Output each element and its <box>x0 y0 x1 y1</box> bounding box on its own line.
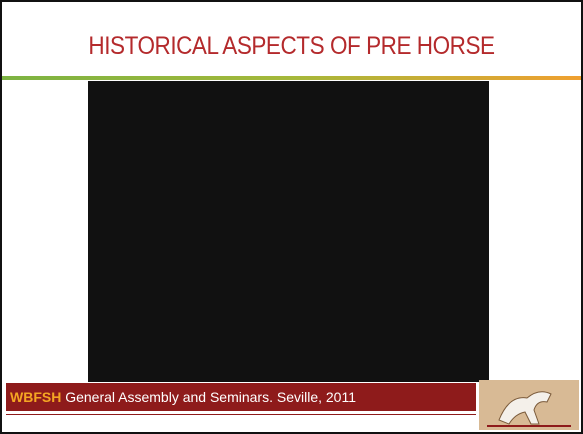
footer-line <box>6 414 476 415</box>
footer-organization: WBFSH <box>10 389 61 405</box>
title-rule <box>2 76 581 80</box>
footer-bar: WBFSH General Assembly and Seminars. Sev… <box>6 383 476 411</box>
horse-logo <box>479 380 579 430</box>
footer-text: General Assembly and Seminars. Seville, … <box>65 389 356 405</box>
slide-title: HISTORICAL ASPECTS OF PRE HORSE <box>31 32 552 61</box>
video-frame <box>88 81 489 382</box>
slide: HISTORICAL ASPECTS OF PRE HORSE WBFSH Ge… <box>0 0 583 434</box>
